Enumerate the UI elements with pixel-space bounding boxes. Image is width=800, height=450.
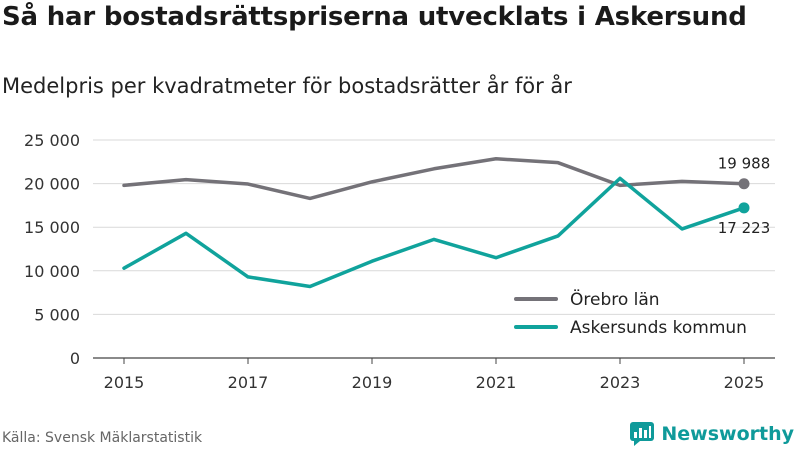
legend-item-orebro: Örebro län [514, 288, 660, 310]
gridlines [93, 139, 775, 315]
y-tick-label: 5 000 [34, 305, 80, 324]
data-labels: 19 988 17 223 [718, 155, 771, 237]
endpoint-marker-orebro [738, 178, 750, 190]
brand-logo[interactable]: Newsworthy [629, 421, 794, 447]
legend-label: Askersunds kommun [570, 318, 747, 338]
chart-subtitle: Medelpris per kvadratmeter för bostadsrä… [2, 74, 572, 98]
x-tick-label: 2017 [228, 373, 269, 392]
axes: 0 5 000 10 000 15 000 20 000 25 000 2015 2017 20… [24, 131, 775, 392]
x-tick-label: 2019 [352, 373, 393, 392]
series-line-orebro [122, 156, 746, 201]
end-label-orebro: 19 988 [718, 155, 771, 173]
legend-item-askersund: Askersunds kommun [514, 318, 747, 338]
y-tick-label: 25 000 [24, 131, 80, 150]
brand-name: Newsworthy [661, 423, 794, 445]
y-tick-label: 20 000 [24, 175, 80, 194]
newsworthy-logo-icon [630, 422, 655, 446]
legend: Örebro län Askersunds kommun [514, 288, 747, 338]
y-tick-label: 15 000 [24, 218, 80, 237]
x-tick-label: 2021 [476, 373, 517, 392]
chart-title: Så har bostadsrättspriserna utvecklats i… [2, 2, 747, 32]
x-tick-label: 2025 [724, 373, 765, 392]
series-lines [122, 156, 750, 289]
x-tick-label: 2015 [104, 373, 145, 392]
source-note: Källa: Svensk Mäklarstatistik [2, 430, 203, 446]
endpoint-marker-askersund [738, 202, 750, 214]
x-tick-label: 2023 [600, 373, 641, 392]
series-line-askersund [122, 176, 746, 289]
y-tick-label: 10 000 [24, 262, 80, 281]
legend-label: Örebro län [570, 288, 660, 310]
y-tick-label: 0 [70, 349, 80, 368]
end-label-askersund: 17 223 [718, 219, 771, 237]
